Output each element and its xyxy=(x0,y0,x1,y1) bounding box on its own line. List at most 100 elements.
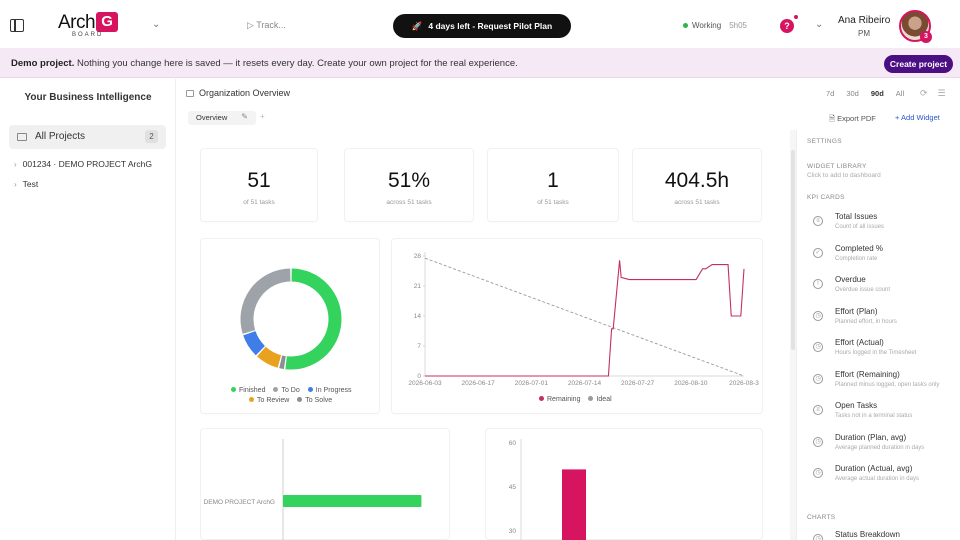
folder-icon xyxy=(17,133,27,141)
range-7d[interactable]: 7d xyxy=(826,89,835,98)
kpi-card[interactable]: 1 of 51 tasks xyxy=(487,148,619,222)
menu-icon[interactable]: ☰ xyxy=(937,88,946,98)
request-pilot-plan-button[interactable]: 🚀 4 days left - Request Pilot Plan xyxy=(393,14,571,38)
avatar[interactable]: 3 xyxy=(899,10,932,43)
user-role: PM xyxy=(858,29,870,38)
kpi-value: 1 xyxy=(547,169,559,192)
banner-bold: Demo project. xyxy=(11,58,75,69)
widget-title: Overdue xyxy=(835,275,866,284)
add-tab-button[interactable]: + xyxy=(260,112,265,121)
sidebar-item-project[interactable]: › Test xyxy=(14,179,38,189)
sidebar-item-project[interactable]: › 001234 · DEMO PROJECT ArchG xyxy=(14,159,152,169)
dashboard-scrollbar[interactable] xyxy=(790,130,796,540)
notification-dot-icon xyxy=(793,14,799,20)
kpi-card[interactable]: 51% across 51 tasks xyxy=(344,148,474,222)
widget-library-item[interactable]: ≡ Open Tasks Tasks not in a terminal statu… xyxy=(807,399,957,427)
x-tick-label: 2026-07-14 xyxy=(568,380,602,387)
logo[interactable]: Arch G BOARD xyxy=(58,12,128,42)
charts-heading: CHARTS xyxy=(807,514,836,521)
top-bar: Arch G BOARD ⌄ ▷ Track... 🚀 4 days left -… xyxy=(0,0,960,50)
kpi-subtitle: of 51 tasks xyxy=(537,199,569,206)
donut-slice-to-review[interactable] xyxy=(256,346,282,368)
help-button[interactable]: ? xyxy=(780,14,799,33)
x-tick-label: 2026-06-03 xyxy=(408,380,442,387)
widget-library-heading: WIDGET LIBRARY xyxy=(807,163,867,170)
rocket-icon: 🚀 xyxy=(411,20,423,31)
widget-status-breakdown[interactable]: ◷ Status Breakdown xyxy=(807,528,957,540)
donut-slice-to-solve[interactable] xyxy=(279,355,286,370)
logo-letter: G xyxy=(96,12,119,32)
help-menu-chevron-icon[interactable]: ⌄ xyxy=(815,19,824,30)
dashboard-icon xyxy=(186,90,194,98)
widget-title: Effort (Remaining) xyxy=(835,369,900,379)
tab-overview[interactable]: Overview ✎ xyxy=(188,111,256,125)
page-title: Organization Overview xyxy=(186,88,290,98)
clock-icon: ◷ xyxy=(813,310,823,321)
chevron-right-icon[interactable]: › xyxy=(14,180,17,189)
x-tick-label: 2026-07-27 xyxy=(621,380,655,387)
x-tick-label: 2026-08-3 xyxy=(729,380,759,387)
kpi-subtitle: across 51 tasks xyxy=(674,199,720,206)
x-tick-label: 2026-08-10 xyxy=(674,380,708,387)
project-switcher-chevron-icon[interactable]: ⌄ xyxy=(152,19,161,30)
range-30d[interactable]: 30d xyxy=(846,89,859,98)
status-donut-card[interactable]: Finished To Do In Progress To Review To … xyxy=(200,238,380,414)
range-90d[interactable]: 90d xyxy=(870,89,884,98)
user-name[interactable]: Ana Ribeiro xyxy=(838,15,891,26)
kpi-value: 51 xyxy=(247,169,271,192)
project-label: Test xyxy=(22,179,39,189)
working-status[interactable]: Working 5h05 xyxy=(683,21,747,30)
legend-to-solve: To Solve xyxy=(297,397,332,404)
range-all[interactable]: All xyxy=(895,89,905,98)
project-bar-card[interactable]: DEMO PROJECT ArchG xyxy=(200,428,450,540)
kpi-value: 51% xyxy=(387,169,431,192)
widget-library-item[interactable]: ◷ Duration (Actual, avg) Average actual du… xyxy=(807,462,957,490)
widget-library-item[interactable]: ✓ Completed % Completion rate xyxy=(807,242,957,270)
donut-slice-finished[interactable] xyxy=(285,268,342,370)
avatar-badge: 3 xyxy=(920,31,932,43)
widget-library-item[interactable]: ! Overdue Overdue issue count xyxy=(807,273,957,301)
kpi-subtitle: across 51 tasks xyxy=(386,199,432,206)
vertical-bar-chart: 60 45 30 xyxy=(509,439,586,540)
widget-library-item[interactable]: ◷ Effort (Plan) Planned effort, in hours xyxy=(807,305,957,333)
track-timer-button[interactable]: ▷ Track... xyxy=(247,20,286,30)
kpi-subtitle: of 51 tasks xyxy=(243,199,275,206)
range-selector: 7d 30d 90d All xyxy=(822,87,908,100)
widget-title: Completed % xyxy=(835,243,884,253)
add-widget-button[interactable]: + Add Widget xyxy=(895,113,940,122)
widget-library-item[interactable]: ≡ Total Issues Count of all issues xyxy=(807,210,957,238)
refresh-icon[interactable]: ⟳ xyxy=(920,88,928,98)
burndown-chart-card[interactable]: 28 21 14 7 0 2026-06-03 2026-06-17 2026-07-01 20… xyxy=(391,238,763,414)
pencil-icon[interactable]: ✎ xyxy=(241,112,248,121)
clock-icon: ◷ xyxy=(813,436,823,447)
widget-library-item[interactable]: ◷ Effort (Actual) Hours logged in the Time… xyxy=(807,336,957,364)
sidebar-toggle-icon[interactable] xyxy=(10,19,24,32)
y-tick-label: 0 xyxy=(417,373,421,380)
widget-description: Tasks not in a terminal status xyxy=(835,413,913,419)
scrollbar-thumb[interactable] xyxy=(791,150,795,350)
dashboard-canvas: 51 of 51 tasks 51% across 51 tasks 1 of … xyxy=(176,130,796,540)
vertical-bar-card[interactable]: 60 45 30 xyxy=(485,428,763,540)
all-projects-count: 2 xyxy=(145,130,158,143)
widget-library-item[interactable]: ◷ Effort (Remaining) Planned minus logged,… xyxy=(807,368,957,396)
widget-library-item[interactable]: ◷ Duration (Plan, avg) Average planned dur… xyxy=(807,431,957,459)
donut-legend-row1: Finished To Do In Progress xyxy=(231,387,352,394)
y-tick-label: 14 xyxy=(414,313,422,320)
bar-0 xyxy=(283,495,422,507)
chevron-right-icon[interactable]: › xyxy=(14,160,17,169)
donut-legend-row2: To Review To Solve xyxy=(249,397,332,404)
kpi-card[interactable]: 51 of 51 tasks xyxy=(200,148,318,222)
donut-slice-to-do[interactable] xyxy=(240,268,291,334)
create-project-button[interactable]: Create project xyxy=(884,55,953,73)
export-pdf-button[interactable]: 🗎 Export PDF xyxy=(829,113,876,126)
kpi-cards-heading: KPI CARDS xyxy=(807,194,845,201)
x-tick-label: 2026-07-01 xyxy=(515,380,549,387)
kpi-card[interactable]: 404.5h across 51 tasks xyxy=(632,148,762,222)
legend-ideal: Ideal xyxy=(588,396,612,403)
sidebar-item-all-projects[interactable]: All Projects 2 xyxy=(9,125,166,149)
check-circle-icon: ✓ xyxy=(813,247,823,258)
donut-slice-in-progress[interactable] xyxy=(243,330,266,356)
sidebar-title: Your Business Intelligence xyxy=(24,92,152,103)
widget-description: Planned effort, in hours xyxy=(835,318,897,325)
line-legend: Remaining Ideal xyxy=(539,396,612,403)
